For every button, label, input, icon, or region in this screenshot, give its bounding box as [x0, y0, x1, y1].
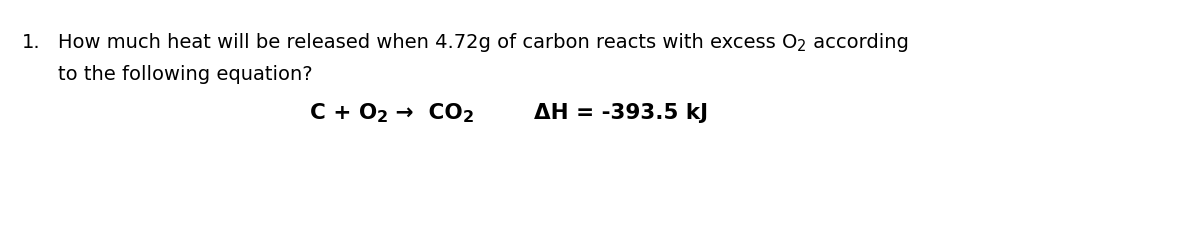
Text: 1.: 1.	[22, 33, 41, 52]
Text: 2: 2	[797, 39, 806, 54]
Text: 2: 2	[377, 110, 389, 125]
Text: How much heat will be released when 4.72g of carbon reacts with excess O: How much heat will be released when 4.72…	[58, 33, 797, 52]
Text: →  CO: → CO	[389, 103, 463, 123]
Text: C + O: C + O	[310, 103, 377, 123]
Text: ΔH = -393.5 kJ: ΔH = -393.5 kJ	[474, 103, 708, 123]
Text: according: according	[806, 33, 908, 52]
Text: to the following equation?: to the following equation?	[58, 65, 313, 84]
Text: 2: 2	[463, 110, 474, 125]
